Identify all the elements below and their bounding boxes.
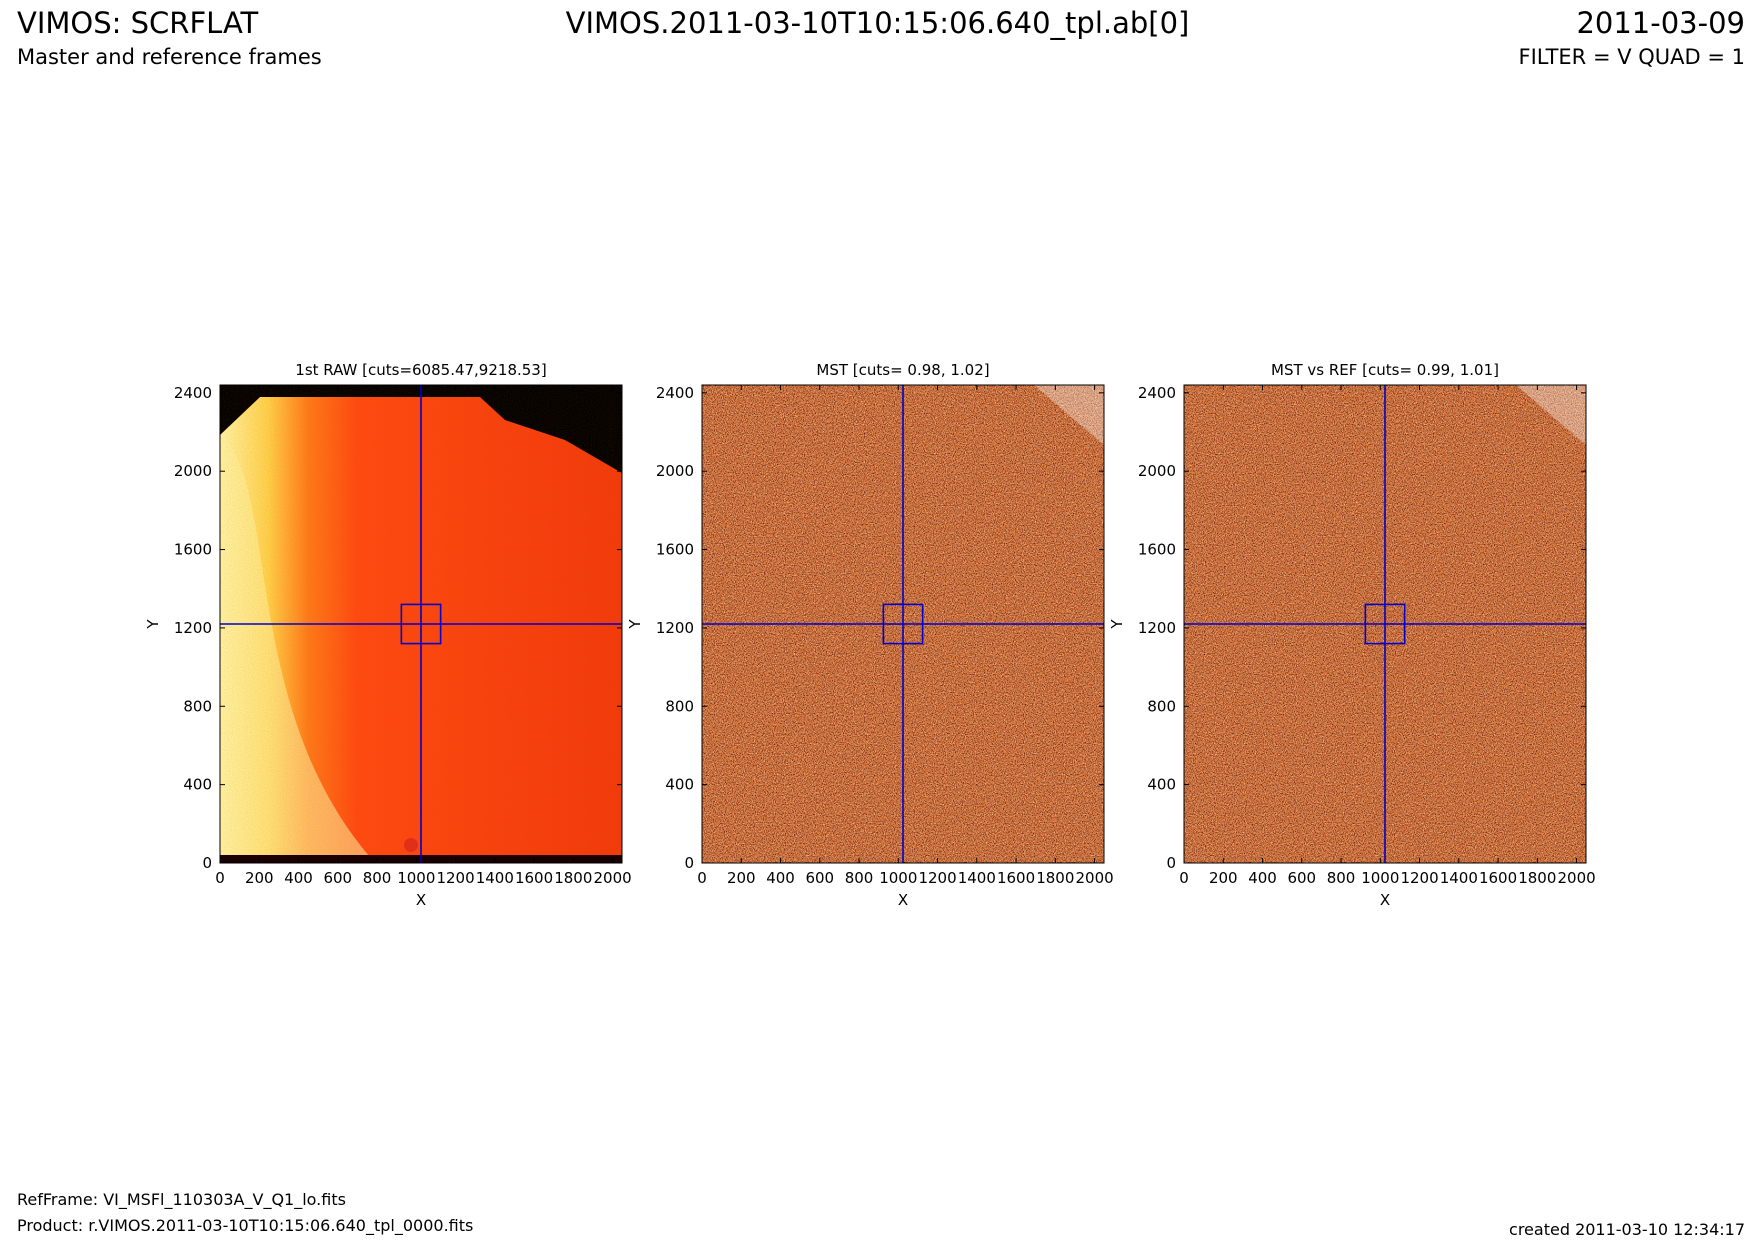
reference-frame-label: RefFrame: VI_MSFl_110303A_V_Q1_lo.fits xyxy=(17,1190,346,1209)
x-tick-label: 400 xyxy=(1248,869,1277,887)
y-tick-label: 0 xyxy=(684,854,694,872)
x-tick-label: 1800 xyxy=(1036,869,1074,887)
report-title: VIMOS: SCRFLAT xyxy=(17,6,259,40)
panel-title: MST vs REF [cuts= 0.99, 1.01] xyxy=(1271,361,1499,379)
filter-quad-info: FILTER = V QUAD = 1 xyxy=(1518,45,1746,69)
x-tick-label: 600 xyxy=(805,869,834,887)
y-axis-label: Y xyxy=(626,619,644,630)
x-tick-label: 2000 xyxy=(593,869,631,887)
x-tick-label: 200 xyxy=(245,869,274,887)
y-tick-label: 0 xyxy=(1166,854,1176,872)
plot-frame xyxy=(1183,384,1587,864)
y-tick-label: 1200 xyxy=(1138,619,1176,637)
x-tick-label: 2000 xyxy=(1557,869,1595,887)
y-tick-label: 1200 xyxy=(174,619,212,637)
y-axis-label: Y xyxy=(1108,619,1126,630)
x-tick-label: 1000 xyxy=(1361,869,1399,887)
x-tick-label: 0 xyxy=(697,869,707,887)
x-tick-label: 1000 xyxy=(879,869,917,887)
report-subtitle: Master and reference frames xyxy=(17,45,322,69)
y-tick-label: 1600 xyxy=(174,541,212,559)
y-tick-label: 0 xyxy=(202,854,212,872)
y-axis-label: Y xyxy=(144,619,162,630)
x-tick-label: 800 xyxy=(845,869,874,887)
y-tick-label: 800 xyxy=(1147,697,1176,715)
created-timestamp: created 2011-03-10 12:34:17 xyxy=(1509,1220,1745,1239)
y-tick-label: 400 xyxy=(183,776,212,794)
noisy-corner xyxy=(1516,385,1586,445)
x-tick-label: 800 xyxy=(1327,869,1356,887)
x-tick-label: 1200 xyxy=(436,869,474,887)
x-tick-label: 400 xyxy=(284,869,313,887)
plot-frame xyxy=(219,384,623,864)
x-tick-label: 1600 xyxy=(1479,869,1517,887)
y-tick-label: 2000 xyxy=(174,462,212,480)
y-tick-label: 1200 xyxy=(656,619,694,637)
image-panel-1: 1st RAW [cuts=6085.47,9218.53] 0 200 400 600… xyxy=(144,361,632,909)
x-tick-label: 1200 xyxy=(1400,869,1438,887)
image-panel-3: MST vs REF [cuts= 0.99, 1.01] 0 200 400 600 8… xyxy=(1108,361,1596,909)
x-tick-label: 400 xyxy=(766,869,795,887)
x-tick-label: 800 xyxy=(363,869,392,887)
y-tick-label: 800 xyxy=(665,697,694,715)
noisy-corner xyxy=(1034,385,1104,445)
y-tick-label: 2400 xyxy=(174,384,212,402)
plot-frame xyxy=(701,384,1105,864)
x-tick-label: 0 xyxy=(215,869,225,887)
y-tick-label: 2000 xyxy=(656,462,694,480)
x-tick-label: 200 xyxy=(1209,869,1238,887)
y-tick-label: 1600 xyxy=(656,541,694,559)
y-tick-label: 800 xyxy=(183,697,212,715)
x-axis-label: X xyxy=(898,891,908,909)
x-tick-label: 0 xyxy=(1179,869,1189,887)
image-panel-2: MST [cuts= 0.98, 1.02]0 200 400 600 800 1000 1… xyxy=(626,361,1114,909)
x-tick-label: 1800 xyxy=(1518,869,1556,887)
x-tick-label: 1400 xyxy=(476,869,514,887)
y-tick-label: 1600 xyxy=(1138,541,1176,559)
x-tick-label: 1400 xyxy=(958,869,996,887)
x-tick-label: 1600 xyxy=(515,869,553,887)
x-axis-label: X xyxy=(416,891,426,909)
center-box xyxy=(882,603,924,645)
y-tick-label: 2400 xyxy=(1138,384,1176,402)
panel-title: 1st RAW [cuts=6085.47,9218.53] xyxy=(295,361,546,379)
y-tick-label: 2400 xyxy=(656,384,694,402)
x-tick-label: 1000 xyxy=(397,869,435,887)
center-box xyxy=(400,603,442,645)
y-tick-label: 400 xyxy=(665,776,694,794)
x-tick-label: 1200 xyxy=(918,869,956,887)
center-box xyxy=(1364,603,1406,645)
x-tick-label: 1600 xyxy=(997,869,1035,887)
product-file-label: Product: r.VIMOS.2011-03-10T10:15:06.640… xyxy=(17,1216,474,1235)
x-tick-label: 2000 xyxy=(1075,869,1113,887)
file-title: VIMOS.2011-03-10T10:15:06.640_tpl.ab[0] xyxy=(565,6,1190,40)
y-tick-label: 400 xyxy=(1147,776,1176,794)
x-tick-label: 200 xyxy=(727,869,756,887)
report-date: 2011-03-09 xyxy=(1576,6,1745,40)
x-tick-label: 600 xyxy=(1287,869,1316,887)
x-tick-label: 600 xyxy=(323,869,352,887)
x-tick-label: 1400 xyxy=(1440,869,1478,887)
panel-title: MST [cuts= 0.98, 1.02] xyxy=(816,361,989,379)
y-tick-label: 2000 xyxy=(1138,462,1176,480)
x-axis-label: X xyxy=(1380,891,1390,909)
x-tick-label: 1800 xyxy=(554,869,592,887)
raw-dust-spot xyxy=(404,838,418,852)
